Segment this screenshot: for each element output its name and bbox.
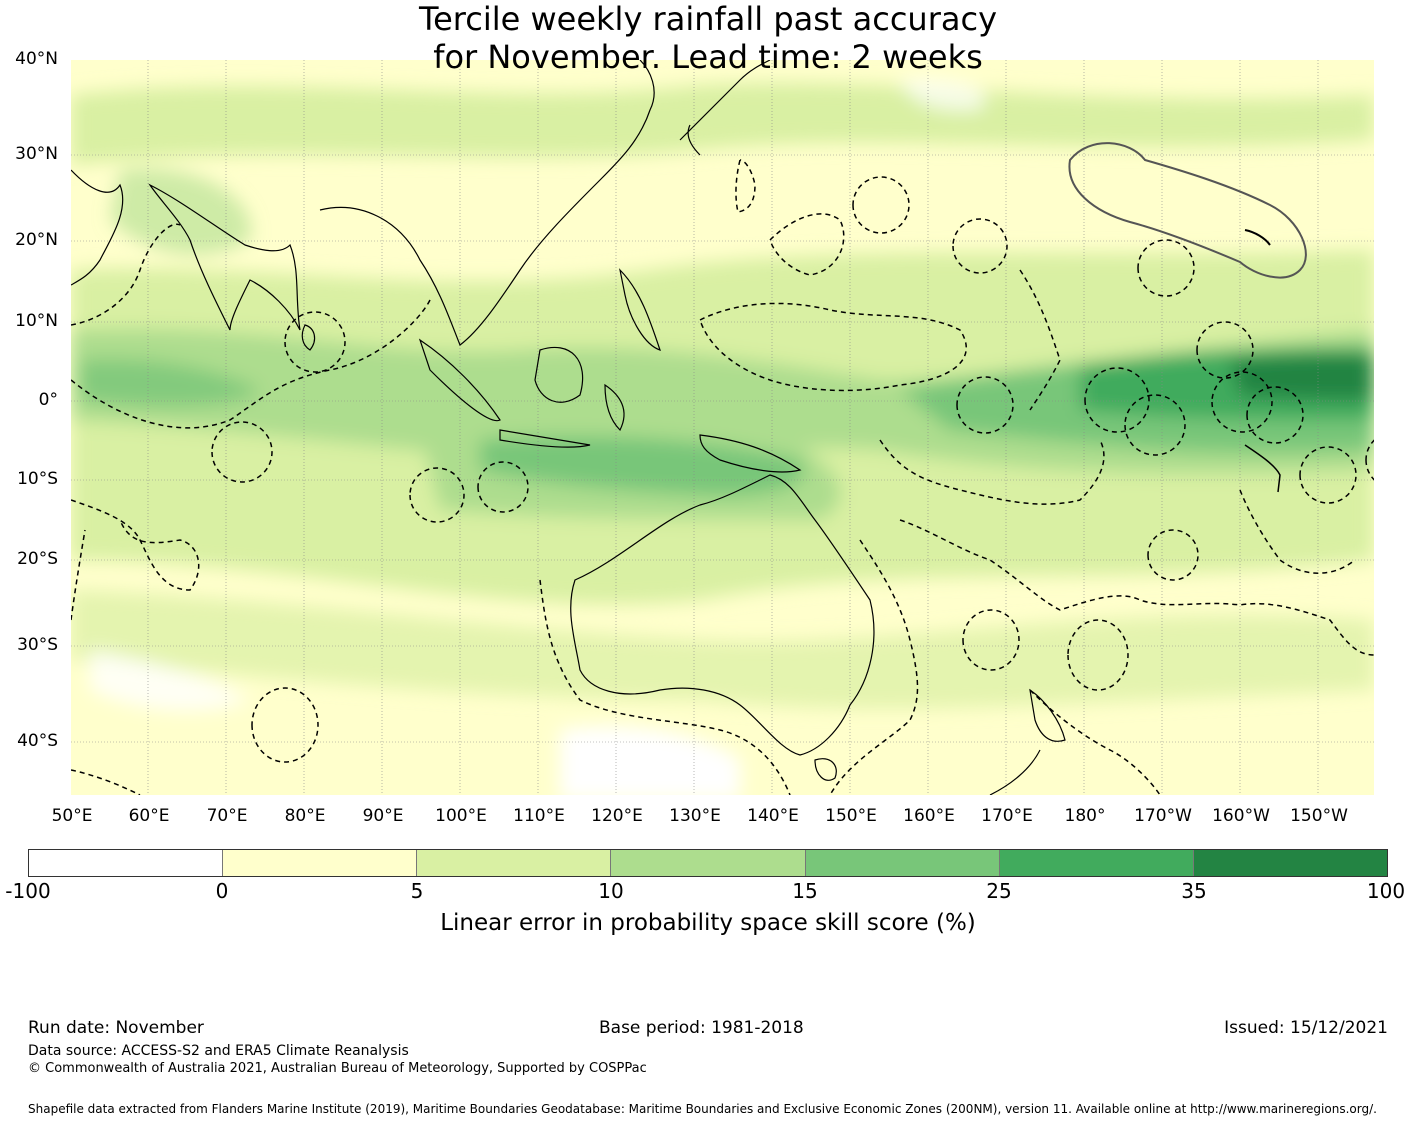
eez-circle-10: [962, 609, 1020, 671]
base-period: Base period: 1981-2018: [599, 1018, 804, 1038]
skill-band-north: [71, 83, 1374, 165]
eez-circle-14: [1211, 371, 1273, 433]
coast-southeast-asia: [319, 60, 655, 346]
lon-label-50e: 50°E: [51, 806, 93, 826]
colorbar-tick-4: 10: [598, 879, 624, 903]
eez-circle-17: [956, 376, 1014, 434]
coast-japan: [679, 60, 771, 156]
noskill-southwest: [90, 650, 250, 711]
skill-map: [71, 60, 1374, 795]
eez-circle-5: [251, 687, 319, 763]
lat-label-10s: 10°S: [17, 469, 58, 489]
data-source: Data source: ACCESS-S2 and ERA5 Climate …: [28, 1043, 409, 1059]
skill-patch-india: [110, 168, 252, 255]
colorbar-tick-8: 100: [1366, 879, 1406, 903]
colorbar-segment-5: [805, 850, 1000, 876]
lon-label-150e: 150°E: [825, 806, 877, 826]
lat-label-0: 0°: [38, 390, 58, 410]
lon-label-120e: 120°E: [591, 806, 643, 826]
skill-field: [71, 60, 1374, 795]
colorbar: [28, 849, 1388, 877]
lon-label-170e: 170°E: [981, 806, 1033, 826]
skill-band-indian-ocean: [80, 359, 260, 407]
gridlines: [71, 60, 1374, 795]
lon-label-160w: 160°W: [1212, 806, 1270, 826]
colorbar-tick-3: 5: [410, 879, 424, 903]
lon-label-90e: 90°E: [362, 806, 404, 826]
title-line-2: for November. Lead time: 2 weeks: [433, 38, 983, 76]
eez-boundaries: [71, 159, 1374, 795]
coast-hawaii: [1244, 229, 1271, 246]
lat-label-20s: 20°S: [17, 549, 58, 569]
coast-borneo: [534, 346, 584, 403]
lon-label-70e: 70°E: [206, 806, 248, 826]
coast-australia: [570, 474, 875, 756]
lon-label-170w: 170°W: [1134, 806, 1192, 826]
eez-circle-2: [409, 467, 465, 523]
lat-label-30n: 30°N: [15, 144, 58, 164]
lon-label-160e: 160°E: [903, 806, 955, 826]
colorbar-segment-1: [29, 850, 224, 876]
lon-label-100e: 100°E: [435, 806, 487, 826]
lat-label-40n: 40°N: [15, 49, 58, 69]
colorbar-segment-3: [417, 850, 612, 876]
coast-sulawesi: [604, 383, 625, 432]
eez-circle-15: [1196, 321, 1254, 379]
coast-java: [499, 429, 591, 448]
lon-label-150w: 150°W: [1290, 806, 1348, 826]
lon-label-180: 180°: [1064, 806, 1106, 826]
lon-label-110e: 110°E: [513, 806, 565, 826]
lon-label-60e: 60°E: [128, 806, 170, 826]
shapefile-credit: Shapefile data extracted from Flanders M…: [28, 1102, 1377, 1116]
skill-band-pacific-max: [1230, 353, 1374, 400]
coastlines: [71, 60, 1271, 795]
lon-label-80e: 80°E: [284, 806, 326, 826]
issued-date: Issued: 15/12/2021: [1224, 1018, 1388, 1038]
noskill-north: [900, 79, 986, 112]
eez-circle-6: [852, 176, 910, 234]
coast-sri-lanka: [301, 324, 316, 351]
skill-band-south: [71, 590, 1374, 709]
lon-label-140e: 140°E: [747, 806, 799, 826]
noskill-south: [560, 726, 740, 795]
eez-circle-7: [952, 218, 1008, 274]
coast-india: [148, 183, 301, 331]
eez-circle-12: [1084, 367, 1150, 433]
coast-philippines: [619, 268, 661, 351]
colorbar-tick-1: -100: [5, 879, 51, 903]
eez-circle-18: [1299, 446, 1357, 504]
colorbar-tick-6: 25: [986, 879, 1012, 903]
colorbar-tick-7: 35: [1181, 879, 1207, 903]
colorbar-segment-6: [999, 850, 1194, 876]
coast-new-guinea: [699, 434, 802, 473]
skill-band-banda: [480, 436, 806, 496]
colorbar-segment-2: [223, 850, 418, 876]
lat-label-20n: 20°N: [15, 230, 58, 250]
run-date: Run date: November: [28, 1018, 204, 1038]
marine-monument-outline: [1068, 142, 1307, 279]
colorbar-tick-2: 0: [215, 879, 229, 903]
colorbar-segment-7: [1193, 850, 1387, 876]
copyright: © Commonwealth of Australia 2021, Austra…: [28, 1061, 647, 1076]
eez-circle-8: [1137, 239, 1195, 297]
eez-boundary-solid: [1244, 444, 1281, 493]
eez-circle-4: [284, 311, 346, 373]
colorbar-segment-4: [611, 850, 806, 876]
map-title: Tercile weekly rainfall past accuracy fo…: [0, 0, 1416, 76]
lon-label-130e: 130°E: [669, 806, 721, 826]
coast-tasmania: [814, 758, 837, 781]
eez-circle-13: [1124, 394, 1186, 456]
eez-circle-9: [1067, 619, 1129, 691]
lat-label-10n: 10°N: [15, 311, 58, 331]
coast-arabia: [71, 169, 124, 286]
colorbar-tick-5: 15: [792, 879, 818, 903]
colorbar-label: Linear error in probability space skill …: [440, 910, 976, 936]
eez-circle-1: [211, 421, 273, 483]
coast-sumatra: [418, 338, 501, 422]
lat-label-40s: 40°S: [17, 731, 58, 751]
eez-circle-16: [1246, 386, 1304, 444]
lat-label-30s: 30°S: [17, 635, 58, 655]
title-line-1: Tercile weekly rainfall past accuracy: [418, 0, 997, 38]
